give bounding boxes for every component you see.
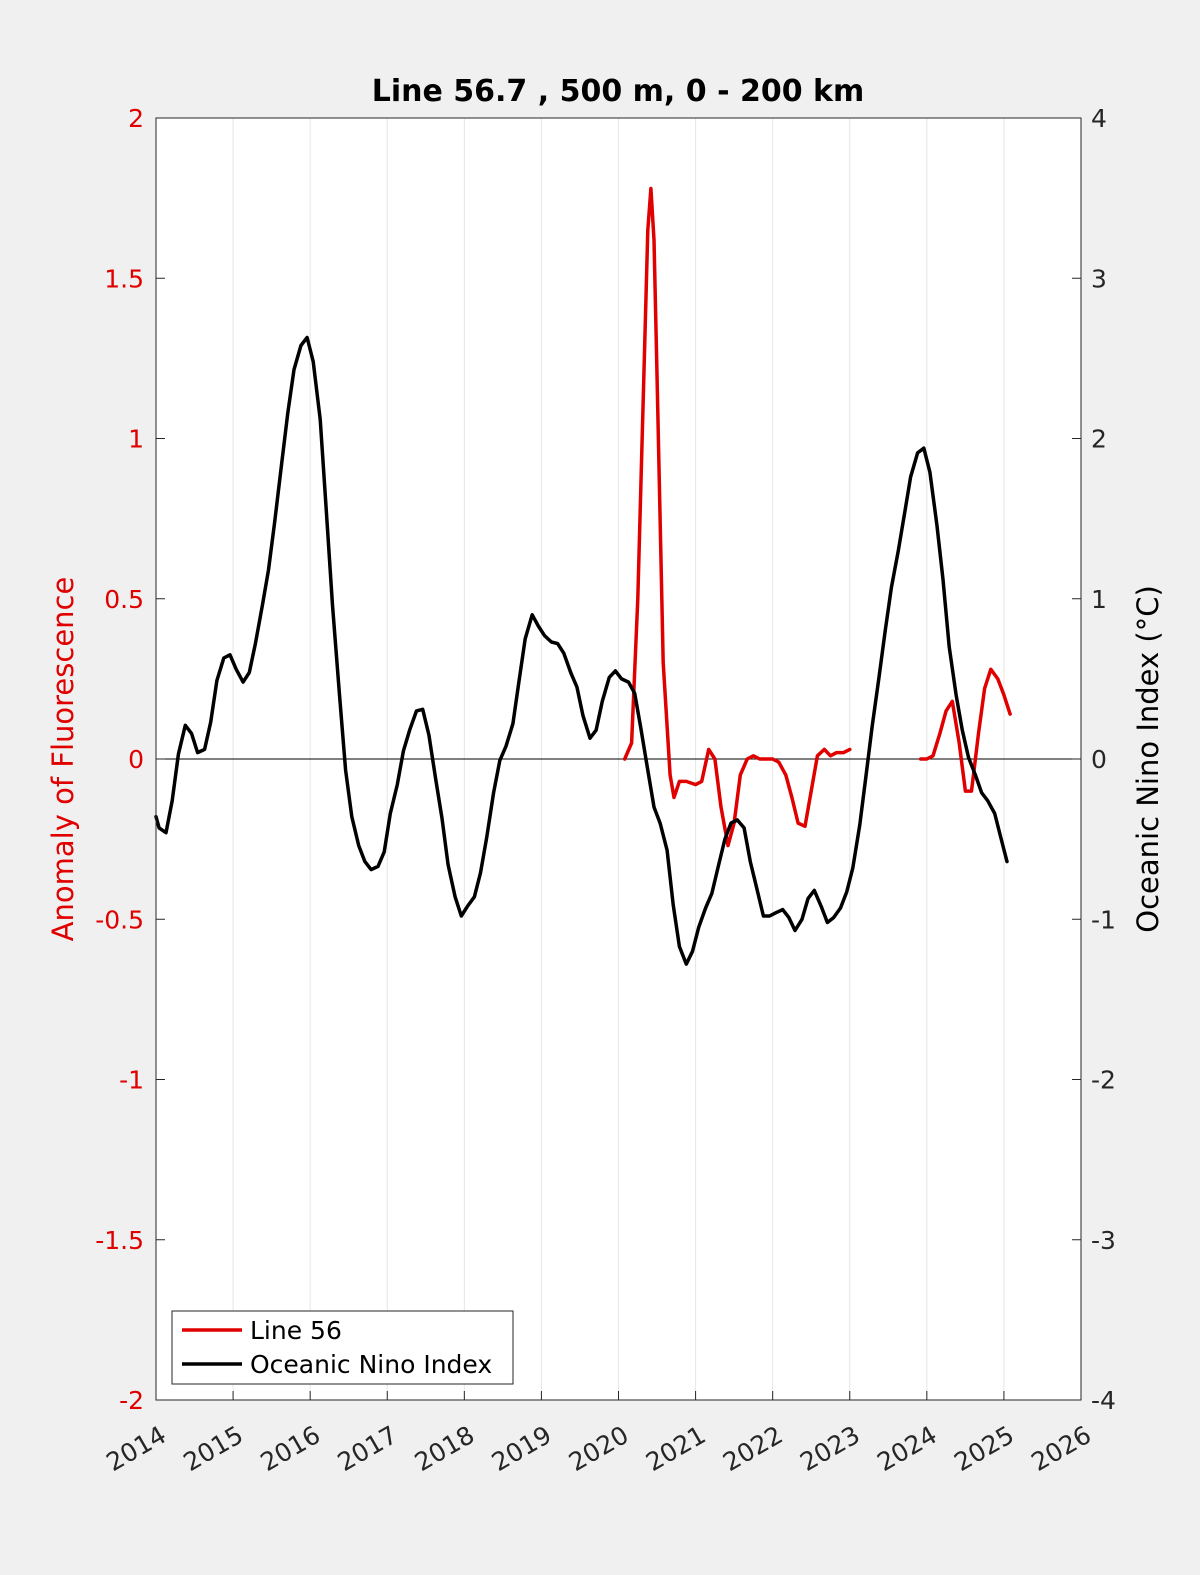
y-right-tick-label: -3 [1091, 1226, 1116, 1255]
y-right-tick-label: 2 [1091, 425, 1107, 454]
legend-label-line-56: Line 56 [250, 1316, 342, 1345]
legend-label-oni: Oceanic Nino Index [250, 1350, 492, 1379]
y-left-tick-label: 1 [128, 425, 144, 454]
y-axis-label-right: Oceanic Nino Index (°C) [1131, 585, 1165, 933]
y-right-tick-label: -2 [1091, 1066, 1116, 1095]
y-left-tick-label: 1.5 [104, 264, 144, 293]
legend-box [171, 1310, 514, 1385]
y-right-tick-label: 4 [1091, 104, 1107, 133]
y-right-tick-label: -4 [1091, 1386, 1116, 1415]
y-left-tick-label: -1.5 [95, 1226, 144, 1255]
y-axis-label-left: Anomaly of Fluorescence [46, 577, 80, 942]
y-right-tick-label: 0 [1091, 745, 1107, 774]
y-right-tick-label: 1 [1091, 585, 1107, 614]
series-line-oceanic-nino-index [154, 335, 1009, 966]
series-line-line-56 [622, 186, 852, 848]
y-left-tick-label: -1 [119, 1066, 144, 1095]
y-left-tick-label: 2 [128, 104, 144, 133]
chart-title: Line 56.7 , 500 m, 0 - 200 km [372, 74, 865, 109]
y-right-tick-label: -1 [1091, 905, 1116, 934]
y-right-tick-label: 3 [1091, 264, 1107, 293]
y-left-tick-label: -0.5 [95, 905, 144, 934]
legend: Line 56 Oceanic Nino Index [171, 1310, 514, 1385]
series-line-line-56 [918, 667, 1012, 793]
y-left-tick-label: 0 [128, 745, 144, 774]
series-layer [154, 186, 1012, 966]
y-left-tick-label: -2 [119, 1386, 144, 1415]
y-left-tick-label: 0.5 [104, 585, 144, 614]
